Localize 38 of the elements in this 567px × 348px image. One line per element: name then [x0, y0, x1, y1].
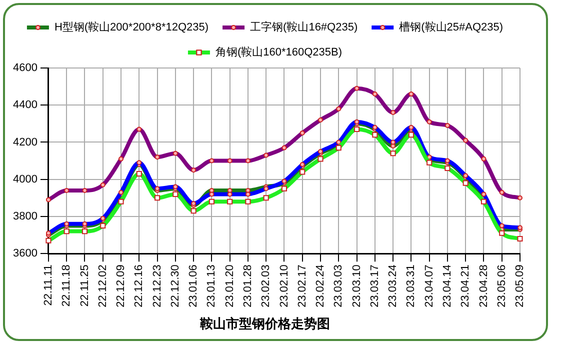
x-tick-label: 23.03.24: [387, 264, 400, 308]
x-tick-label: 22.11.18: [60, 264, 73, 307]
y-tick-label: 3800: [12, 210, 38, 222]
x-tick-label: 22.11.25: [78, 264, 91, 307]
x-tick-label: 23.03.03: [332, 264, 345, 308]
legend-label: H型钢(鞍山200*200*8*12Q235): [54, 20, 209, 34]
y-tick-label: 4200: [12, 136, 38, 148]
legend-label: 工字钢(鞍山16#Q235): [250, 20, 358, 34]
x-tick-label: 23.04.07: [423, 264, 436, 308]
x-tick-label: 22.12.30: [169, 264, 182, 308]
text: 鞍山市型钢价格走势图: [199, 316, 330, 331]
y-tick-label: 4600: [12, 62, 38, 74]
legend-label: 槽钢(鞍山25#AQ235): [399, 20, 504, 34]
x-tick-label: 23.05.09: [514, 264, 526, 308]
legend-label: 角钢(鞍山160*160Q235B): [215, 46, 342, 59]
x-tick-label: 22.12.02: [96, 264, 109, 308]
x-tick-label: 23.02.24: [314, 264, 327, 308]
x-tick-label: 23.03.31: [405, 264, 418, 308]
y-tick-label: 4000: [12, 173, 38, 186]
x-tick-label: 23.05.06: [496, 264, 508, 308]
x-tick-label: 23.01.13: [206, 264, 218, 308]
x-tick-label: 23.04.14: [441, 264, 454, 308]
x-tick-label: 22.12.16: [133, 264, 146, 308]
x-tick-label: 22.11.11: [42, 264, 54, 306]
x-tick-label: 23.01.28: [242, 264, 254, 308]
x-tick-label: 22.12.09: [115, 264, 128, 308]
x-tick-label: 23.01.06: [188, 264, 200, 308]
x-tick-label: 22.12.23: [151, 264, 164, 308]
y-tick-label: 4400: [12, 99, 38, 112]
x-tick-label: 23.03.17: [368, 264, 381, 308]
x-tick-label: 23.02.17: [296, 264, 308, 308]
x-tick-label: 23.03.10: [350, 264, 363, 308]
x-tick-label: 23.01.20: [224, 264, 236, 308]
x-tick-label: 23.02.03: [260, 264, 272, 308]
x-tick-label: 23.02.10: [278, 264, 290, 308]
x-tick-label: 23.04.21: [460, 264, 472, 308]
y-tick-label: 3600: [12, 248, 38, 260]
x-tick-label: 23.04.28: [478, 264, 490, 308]
